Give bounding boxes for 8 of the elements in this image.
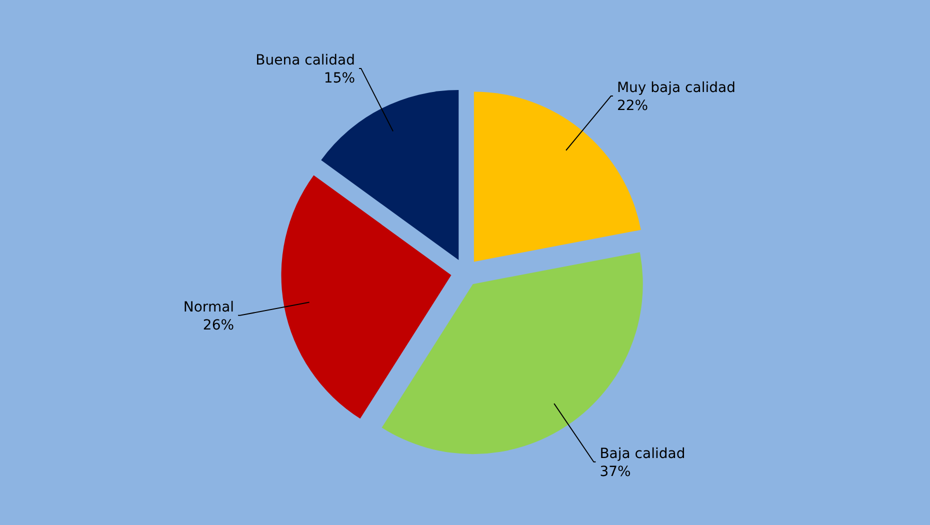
slice-label: Buena calidad xyxy=(256,52,356,68)
data-label: 22% xyxy=(616,98,648,114)
slice-label: Muy baja calidad xyxy=(616,80,736,96)
data-label: 26% xyxy=(202,317,234,334)
data-label: 15% xyxy=(324,70,356,86)
slice-label: Baja calidad xyxy=(600,446,686,462)
slice-label: Normal xyxy=(183,299,234,316)
data-label: 37% xyxy=(600,464,631,480)
